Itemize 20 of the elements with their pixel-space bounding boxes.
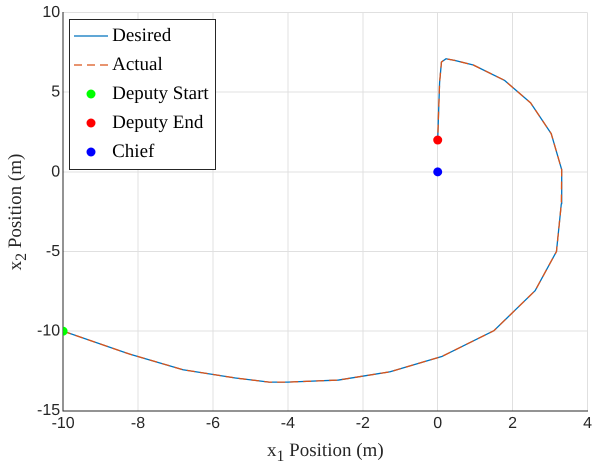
legend-label: Deputy End [112, 112, 204, 134]
x-tick-label: -8 [130, 414, 146, 432]
y-tick-label: 0 [51, 163, 60, 180]
point [433, 136, 442, 145]
point [433, 167, 442, 176]
y-tick-label: -5 [46, 242, 60, 260]
legend-label: Chief [112, 141, 154, 164]
legend-label: Desired [112, 25, 172, 48]
x-tick-label: 0 [433, 414, 442, 432]
y-tick-label: -10 [37, 322, 60, 340]
x-tick-label: -6 [206, 414, 220, 432]
y-tick-label: 10 [42, 4, 60, 22]
y-tick-label: 5 [51, 84, 60, 101]
x-axis-title: x$_{1}$ Position (m) [266, 440, 385, 466]
legend-label: Actual [112, 54, 163, 76]
x-tick-label: 4 [583, 414, 592, 432]
legend-label: Deputy Start [112, 83, 209, 106]
x-tick-label: 2 [508, 414, 518, 432]
x-tick-label: -4 [280, 414, 296, 432]
x-tick-label: -2 [356, 414, 370, 432]
